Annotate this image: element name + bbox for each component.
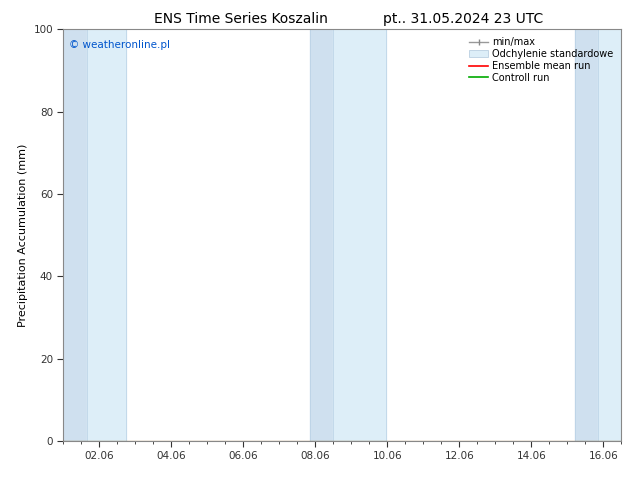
- Text: pt.. 31.05.2024 23 UTC: pt.. 31.05.2024 23 UTC: [383, 12, 543, 26]
- Text: ENS Time Series Koszalin: ENS Time Series Koszalin: [154, 12, 328, 26]
- Legend: min/max, Odchylenie standardowe, Ensemble mean run, Controll run: min/max, Odchylenie standardowe, Ensembl…: [466, 34, 616, 86]
- Bar: [87, 29, 126, 441]
- Text: © weatheronline.pl: © weatheronline.pl: [69, 40, 170, 49]
- Bar: [333, 29, 385, 441]
- Bar: [310, 29, 333, 441]
- Y-axis label: Precipitation Accumulation (mm): Precipitation Accumulation (mm): [18, 144, 28, 327]
- Bar: [598, 29, 621, 441]
- Bar: [574, 29, 598, 441]
- Bar: [63, 29, 87, 441]
